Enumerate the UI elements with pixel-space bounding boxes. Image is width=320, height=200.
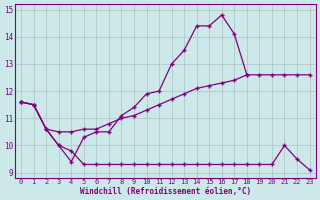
X-axis label: Windchill (Refroidissement éolien,°C): Windchill (Refroidissement éolien,°C) — [80, 187, 251, 196]
